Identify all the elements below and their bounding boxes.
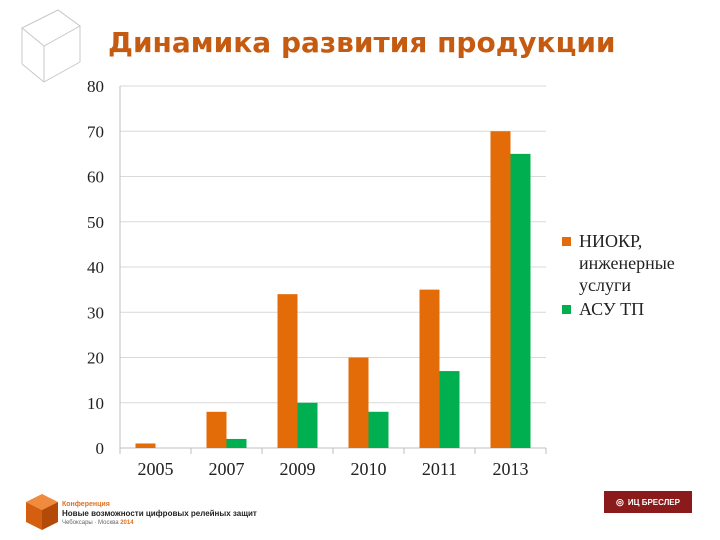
brand-logo: ◎ ИЦ БРЕСЛЕР [604,491,692,513]
y-tick-label: 40 [87,258,104,277]
y-tick-label: 70 [87,122,104,141]
y-tick-label: 80 [87,77,104,96]
x-tick-label: 2005 [138,459,174,479]
conference-place-prefix: Чебоксары · Москва [62,520,121,526]
brand-mark-icon: ◎ [616,496,624,507]
bar [226,438,247,448]
bar [490,131,511,448]
cube-logo-icon [21,9,81,83]
legend-swatch-niokr [562,237,571,246]
conference-place: Чебоксары · Москва 2014 [62,519,257,527]
bar [348,357,369,448]
legend-line: инженерные [579,253,675,273]
y-tick-label: 0 [96,439,105,458]
legend-line: услуги [579,275,631,295]
conference-cube-icon [26,494,58,530]
legend-label-niokr: НИОКР, инженерные услуги [579,230,675,296]
x-tick-label: 2011 [422,459,457,479]
y-tick-label: 60 [87,168,104,187]
y-tick-label: 10 [87,394,104,413]
bar [277,294,298,448]
brand-name: ИЦ БРЕСЛЕР [627,497,680,507]
bar [297,402,318,448]
y-tick-label: 50 [87,213,104,232]
chart-legend: НИОКР, инженерные услуги АСУ ТП [562,230,692,322]
x-tick-label: 2013 [493,459,529,479]
legend-swatch-asutp [562,305,571,314]
conference-label: Конференция [62,501,110,508]
bar [419,289,440,448]
bar [439,371,460,448]
conference-name: Новые возможности цифровых релейных защи… [62,509,257,518]
legend-line: НИОКР, [579,231,643,251]
legend-label-asutp: АСУ ТП [579,299,645,319]
conference-year: 2014 [120,520,134,526]
y-tick-label: 30 [87,303,104,322]
y-tick-label: 20 [87,349,104,368]
x-tick-label: 2010 [351,459,387,479]
x-tick-label: 2007 [209,459,245,479]
x-tick-label: 2009 [280,459,316,479]
conference-info: Конференция Новые возможности цифровых р… [62,500,257,527]
bar [510,153,531,448]
slide-title: Динамика развития продукции [108,26,616,59]
bar [206,411,227,448]
legend-item-asutp: АСУ ТП [562,298,692,320]
legend-item-niokr: НИОКР, инженерные услуги [562,230,692,296]
bar [368,411,389,448]
bar [135,443,156,448]
